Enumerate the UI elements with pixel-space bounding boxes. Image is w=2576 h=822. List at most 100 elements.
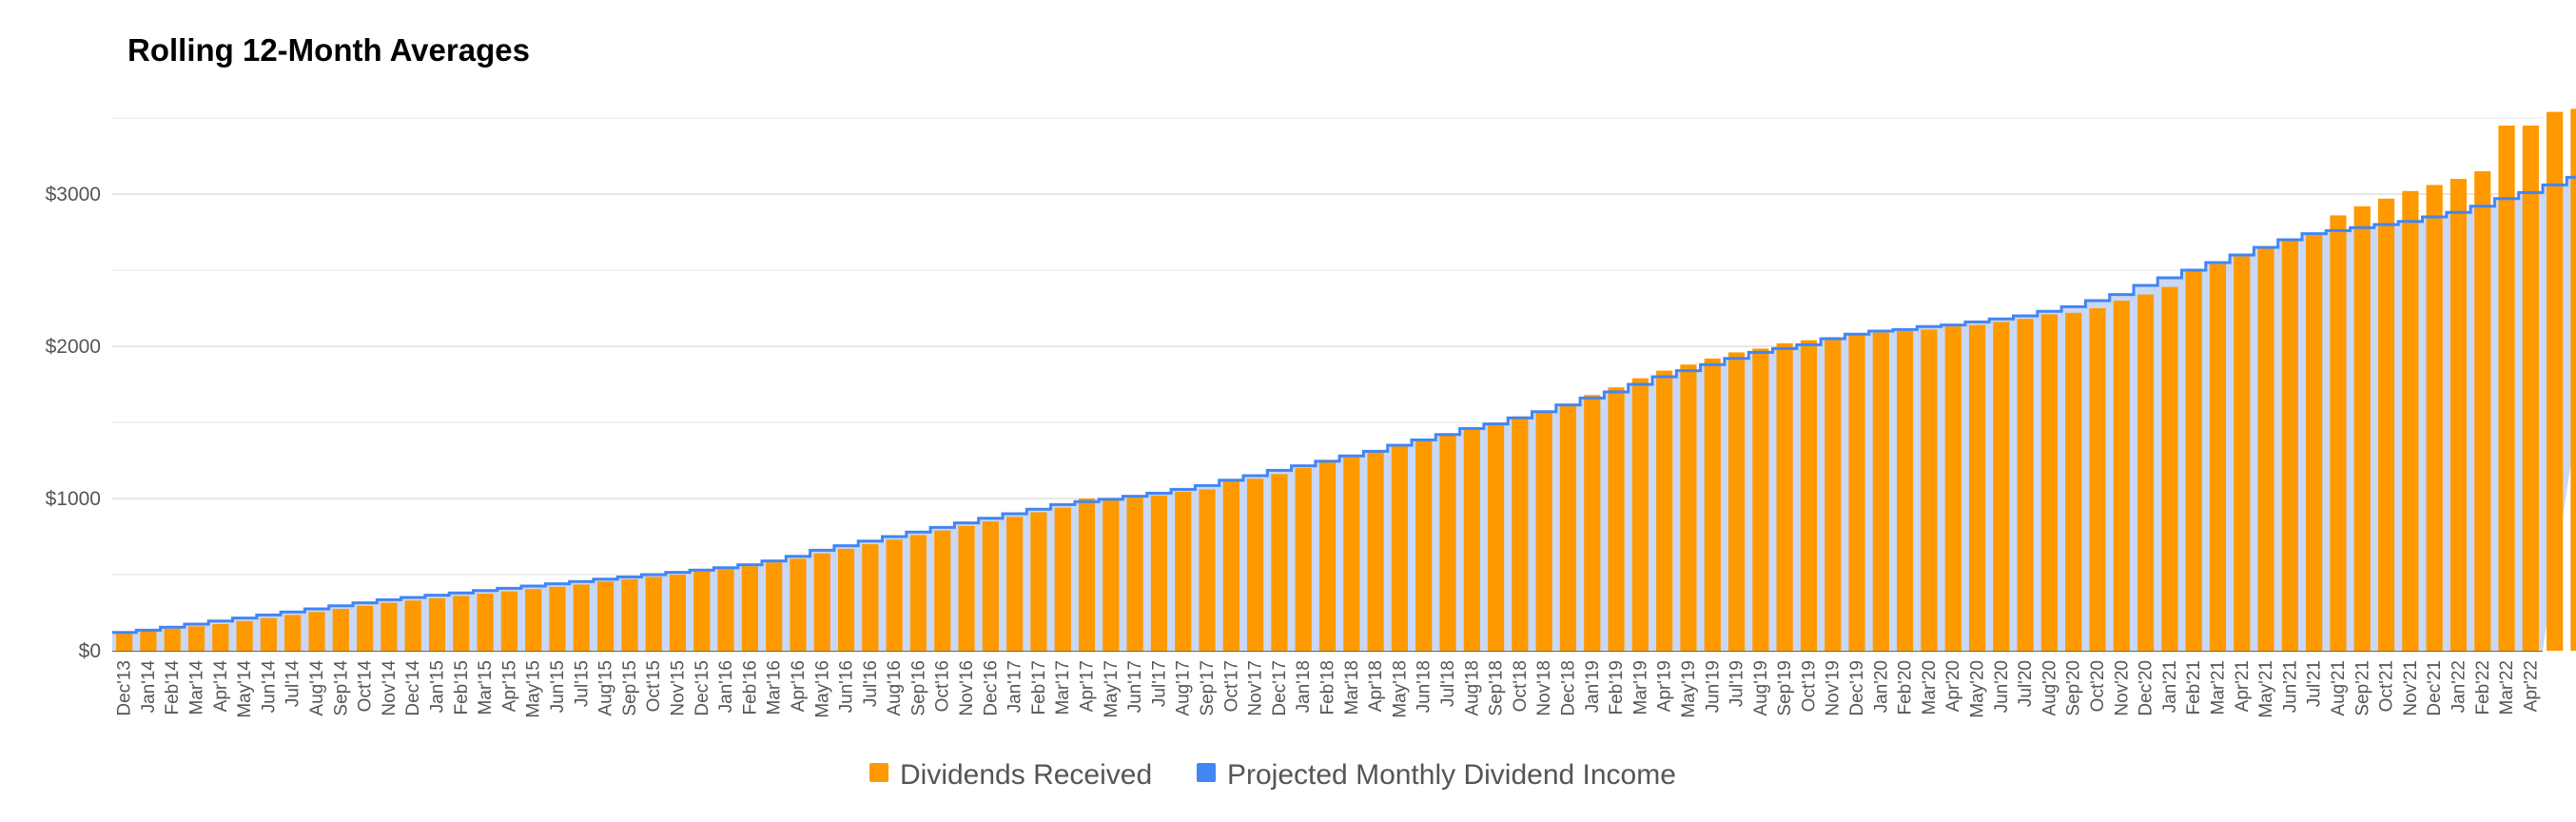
x-tick-label: Mar'18 xyxy=(1342,660,1362,714)
bar-Feb'20 xyxy=(1897,331,1914,651)
x-tick-label: Sep'21 xyxy=(2352,660,2372,716)
x-tick-label: Jan'19 xyxy=(1583,660,1603,713)
x-tick-label: Jan'14 xyxy=(139,660,159,714)
bar-undefined xyxy=(2570,108,2576,651)
x-tick-label: Dec'18 xyxy=(1559,660,1579,716)
bar-May'21 xyxy=(2257,247,2274,651)
legend[interactable]: Dividends Received Projected Monthly Div… xyxy=(869,759,1676,791)
bar-Oct'19 xyxy=(1800,340,1818,651)
x-tick-label: Apr'18 xyxy=(1366,660,1386,712)
bar-Sep'16 xyxy=(909,535,927,651)
x-tick-label: Nov'14 xyxy=(380,660,400,716)
bar-May'20 xyxy=(1968,324,1986,651)
bar-Nov'17 xyxy=(1247,479,1264,651)
x-tick-label: Feb'17 xyxy=(1029,660,1049,715)
bar-Jul'21 xyxy=(2306,235,2323,651)
legend-swatch-projected[interactable] xyxy=(1197,763,1216,782)
bar-Mar'17 xyxy=(1054,507,1071,651)
bar-Feb'16 xyxy=(741,566,758,651)
bar-Sep'19 xyxy=(1776,342,1793,651)
bar-Nov'16 xyxy=(958,525,975,651)
x-tick-label: Apr'19 xyxy=(1655,660,1675,712)
bar-Oct'16 xyxy=(934,530,951,651)
x-tick-label: Oct'16 xyxy=(933,660,953,712)
x-tick-label: Mar'17 xyxy=(1053,660,1073,714)
bar-Aug'17 xyxy=(1175,491,1192,651)
bar-Jan'16 xyxy=(717,569,734,651)
x-tick-label: Aug'15 xyxy=(596,660,616,716)
bar-Mar'16 xyxy=(766,562,783,651)
x-tick-label: Nov'16 xyxy=(957,660,977,716)
bar-Mar'14 xyxy=(187,626,205,651)
x-tick-label: Feb'15 xyxy=(452,660,472,715)
bar-Nov'14 xyxy=(381,602,398,651)
bar-Nov'21 xyxy=(2402,190,2419,652)
bar-Oct'14 xyxy=(357,605,374,651)
x-tick-label: Dec'13 xyxy=(115,660,135,716)
bar-Apr'19 xyxy=(1656,370,1673,651)
x-tick-label: Oct'18 xyxy=(1511,660,1531,712)
bar-Sep'21 xyxy=(2353,206,2371,652)
x-tick-label: Jun'16 xyxy=(837,660,857,713)
x-tick-label: Oct'21 xyxy=(2377,660,2397,712)
x-tick-label: Feb'18 xyxy=(1318,660,1338,715)
legend-swatch-dividends[interactable] xyxy=(869,763,888,782)
bar-Oct'15 xyxy=(645,577,662,651)
bar-Apr'16 xyxy=(790,558,807,651)
legend-label-dividends[interactable]: Dividends Received xyxy=(900,759,1152,791)
projected-line-path xyxy=(112,175,2576,635)
bar-Jul'18 xyxy=(1439,434,1456,651)
x-tick-label: Feb'19 xyxy=(1607,660,1627,715)
x-tick-label: Jan'21 xyxy=(2160,660,2180,713)
x-tick-label: Nov'17 xyxy=(1246,660,1266,716)
x-tick-label: Apr'15 xyxy=(499,660,519,712)
x-tick-label: Dec'15 xyxy=(693,660,712,716)
x-tick-label: Oct'19 xyxy=(1799,660,1819,712)
x-tick-label: Apr'21 xyxy=(2233,660,2253,712)
bar-Mar'21 xyxy=(2209,264,2227,651)
x-tick-label: Jul'20 xyxy=(2016,660,2036,707)
x-tick-label: Dec'21 xyxy=(2425,660,2445,716)
bar-Feb'19 xyxy=(1608,387,1625,651)
bar-Aug'18 xyxy=(1463,428,1480,651)
x-tick-label: Jan'17 xyxy=(1005,660,1025,713)
x-tick-label: Nov'19 xyxy=(1824,660,1844,716)
x-tick-label: Jul'14 xyxy=(283,660,303,707)
legend-label-projected[interactable]: Projected Monthly Dividend Income xyxy=(1227,759,1676,791)
x-tick-label: Aug'21 xyxy=(2329,660,2349,716)
bar-Jun'21 xyxy=(2281,240,2298,651)
x-tick-label: Nov'21 xyxy=(2401,660,2421,716)
x-tick-label: May'17 xyxy=(1102,660,1122,718)
x-tick-label: Jun'15 xyxy=(548,660,568,713)
bar-Apr'14 xyxy=(212,624,229,651)
x-tick-label: Feb'16 xyxy=(740,660,760,715)
bar-Aug'19 xyxy=(1752,348,1769,651)
x-tick-label: Jul'16 xyxy=(861,660,881,707)
bar-Jan'14 xyxy=(140,631,157,651)
x-tick-label: Apr'17 xyxy=(1078,660,1098,712)
bar-Sep'20 xyxy=(2065,312,2082,651)
bar-Dec'18 xyxy=(1559,403,1577,651)
bar-Jul'17 xyxy=(1150,495,1168,651)
bar-Jun'17 xyxy=(1126,498,1143,651)
bar-Jun'19 xyxy=(1704,358,1721,651)
bar-Dec'13 xyxy=(116,633,133,651)
bar-May'16 xyxy=(813,553,830,651)
x-tick-label: May'20 xyxy=(1968,660,1988,718)
bar-Apr'22 xyxy=(2522,126,2539,651)
x-tick-label: Feb'20 xyxy=(1896,660,1916,715)
bar-Mar'20 xyxy=(1921,329,1938,651)
x-tick-label: Jul'21 xyxy=(2305,660,2325,707)
x-tick-label: Apr'22 xyxy=(2521,660,2541,712)
x-tick-label: May'14 xyxy=(235,660,255,718)
x-tick-label: Feb'22 xyxy=(2473,660,2493,715)
x-tick-label: Aug'16 xyxy=(885,660,905,716)
bar-Jan'21 xyxy=(2161,286,2178,651)
bar-Oct'18 xyxy=(1512,416,1529,651)
x-tick-label: Mar'15 xyxy=(476,660,496,714)
x-tick-label: Sep'20 xyxy=(2064,660,2084,716)
bar-Jul'19 xyxy=(1727,352,1746,651)
bar-Jan'19 xyxy=(1584,395,1601,651)
chart-title: Rolling 12-Month Averages xyxy=(127,32,530,68)
